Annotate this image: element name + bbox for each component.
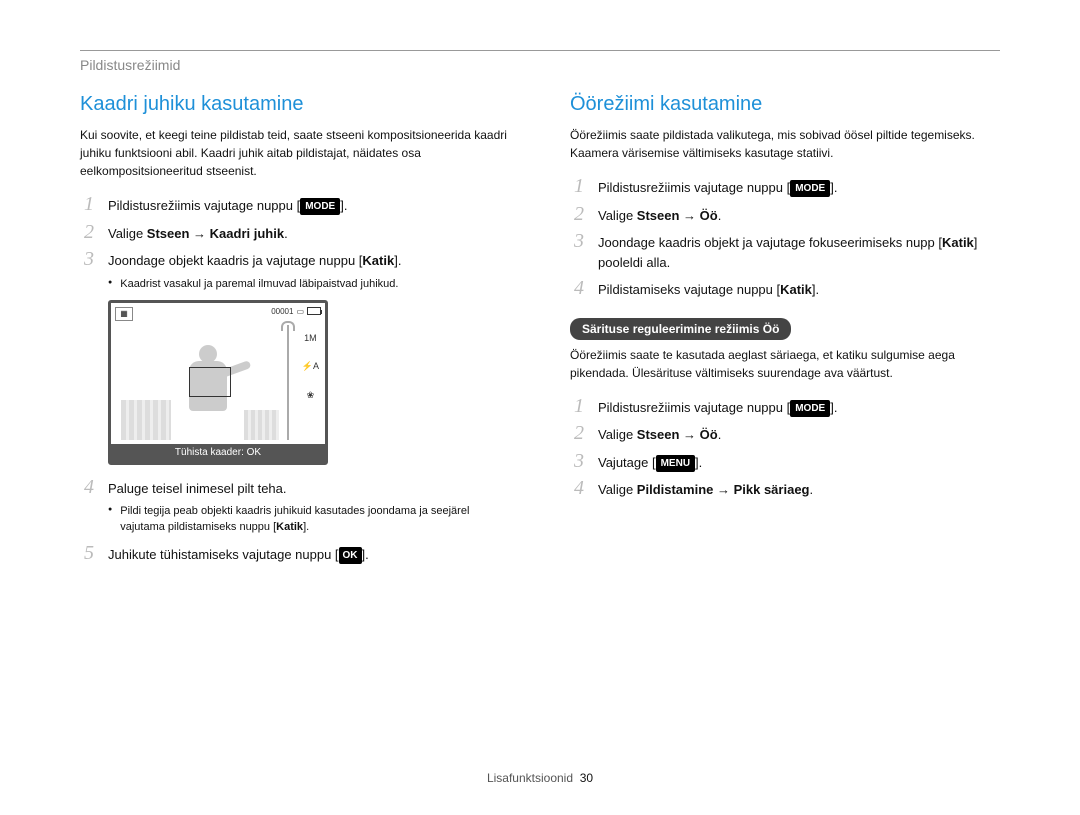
step-num: 2	[570, 423, 588, 443]
right-a-step-1: 1 Pildistusrežiimis vajutage nuppu [MODE…	[570, 176, 1000, 198]
sub-intro: Öörežiimis saate te kasutada aeglast sär…	[570, 346, 1000, 382]
scene-silhouette	[121, 325, 299, 440]
left-bullet-2: Pildi tegija peab objekti kaadris juhiku…	[108, 504, 510, 535]
step-num: 1	[570, 396, 588, 416]
step-num: 3	[570, 451, 588, 471]
step-num: 1	[570, 176, 588, 196]
battery-icon	[307, 307, 321, 315]
breadcrumb: Pildistusrežiimid	[80, 57, 1000, 73]
ok-badge: OK	[339, 547, 362, 564]
right-intro: Öörežiimis saate pildistada valikutega, …	[570, 126, 1000, 162]
left-step-5: 5 Juhikute tühistamiseks vajutage nuppu …	[80, 543, 510, 565]
menu-badge: MENU	[656, 455, 695, 472]
left-step-3: 3 Joondage objekt kaadris ja vajutage nu…	[80, 249, 510, 271]
sd-icon: ▭	[296, 307, 304, 316]
status-row: 00001 ▭	[271, 307, 321, 316]
page-footer: Lisafunktsioonid 30	[0, 771, 1080, 785]
left-intro: Kui soovite, et keegi teine pildistab te…	[80, 126, 510, 180]
camera-illustration: ▦ 00001 ▭ 1M ⚡A ❀	[108, 300, 328, 465]
step-num: 1	[80, 194, 98, 214]
sub-heading-bar: Särituse reguleerimine režiimis Öö	[570, 318, 791, 340]
step-num: 3	[570, 231, 588, 251]
focus-box	[189, 367, 231, 397]
scene-icon: ▦	[115, 307, 133, 321]
illus-caption: Tühista kaader: OK	[111, 444, 325, 462]
step-num: 5	[80, 543, 98, 563]
step-num: 4	[570, 478, 588, 498]
mode-badge: MODE	[790, 180, 830, 197]
left-step-1: 1 Pildistusrežiimis vajutage nuppu [MODE…	[80, 194, 510, 216]
right-a-step-2: 2 Valige Stseen → Öö.	[570, 204, 1000, 226]
left-step-2: 2 Valige Stseen → Kaadri juhik.	[80, 222, 510, 244]
right-a-step-4: 4 Pildistamiseks vajutage nuppu [Katik].	[570, 278, 1000, 300]
left-bullet-1: Kaadrist vasakul ja paremal ilmuvad läbi…	[108, 277, 510, 292]
right-b-step-3: 3 Vajutage [MENU].	[570, 451, 1000, 473]
left-column: Kaadri juhiku kasutamine Kui soovite, et…	[80, 93, 510, 571]
step-num: 4	[570, 278, 588, 298]
step-num: 4	[80, 477, 98, 497]
right-column: Öörežiimi kasutamine Öörežiimis saate pi…	[570, 93, 1000, 571]
right-icon-column: 1M ⚡A ❀	[302, 333, 319, 401]
mode-badge: MODE	[300, 198, 340, 215]
step-num: 2	[80, 222, 98, 242]
left-step-4: 4 Paluge teisel inimesel pilt teha.	[80, 477, 510, 499]
step-num: 2	[570, 204, 588, 224]
left-title: Kaadri juhiku kasutamine	[80, 93, 510, 116]
right-title: Öörežiimi kasutamine	[570, 93, 1000, 116]
step-num: 3	[80, 249, 98, 269]
right-a-step-3: 3 Joondage kaadris objekt ja vajutage fo…	[570, 231, 1000, 272]
mode-badge: MODE	[790, 400, 830, 417]
right-b-step-2: 2 Valige Stseen → Öö.	[570, 423, 1000, 445]
right-b-step-1: 1 Pildistusrežiimis vajutage nuppu [MODE…	[570, 396, 1000, 418]
right-b-step-4: 4 Valige Pildistamine → Pikk säriaeg.	[570, 478, 1000, 500]
